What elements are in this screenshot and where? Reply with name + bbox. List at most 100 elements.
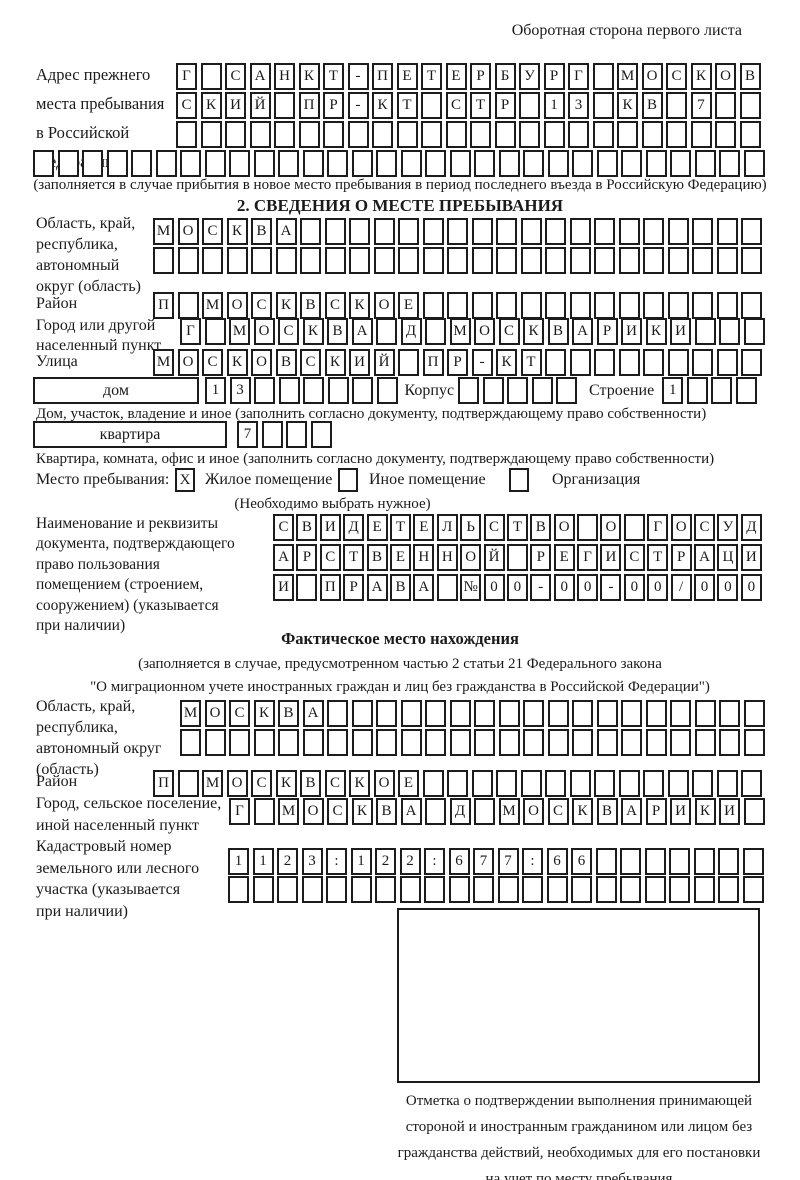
char-box[interactable]: И (670, 318, 691, 345)
char-box[interactable]: П (422, 349, 444, 376)
char-box[interactable] (522, 876, 543, 903)
char-box[interactable] (718, 848, 739, 875)
char-box[interactable] (618, 247, 640, 274)
char-box[interactable] (520, 247, 542, 274)
char-box[interactable]: 0 (717, 574, 739, 601)
char-box[interactable]: Р (494, 92, 516, 119)
char-box[interactable] (496, 247, 517, 274)
char-box[interactable]: Е (366, 514, 388, 541)
char-box[interactable]: № (460, 574, 482, 601)
char-box[interactable]: С (278, 318, 299, 345)
char-box[interactable] (667, 247, 689, 274)
char-box[interactable] (375, 876, 396, 903)
char-box[interactable]: К (694, 798, 716, 825)
stay-type-checkbox-residential[interactable]: X (175, 468, 195, 492)
char-box[interactable] (645, 700, 667, 727)
char-box[interactable] (326, 876, 347, 903)
char-box[interactable]: Д (400, 318, 422, 345)
char-box[interactable]: О (177, 218, 199, 245)
char-box[interactable]: : (326, 848, 347, 875)
char-box[interactable]: 1 (350, 848, 372, 875)
char-box[interactable]: М (617, 63, 638, 90)
char-box[interactable] (204, 318, 226, 345)
char-box[interactable]: А (621, 798, 642, 825)
char-box[interactable]: С (202, 349, 223, 376)
char-box[interactable]: И (319, 514, 341, 541)
char-box[interactable] (694, 318, 716, 345)
char-box[interactable] (497, 876, 519, 903)
char-box[interactable] (177, 770, 199, 797)
char-box[interactable]: В (376, 798, 397, 825)
char-box[interactable]: Т (323, 63, 344, 90)
char-box[interactable] (352, 377, 373, 404)
char-box[interactable]: Р (323, 92, 344, 119)
char-box[interactable]: И (740, 544, 762, 571)
char-box[interactable] (376, 318, 397, 345)
char-box[interactable] (670, 150, 691, 177)
char-box[interactable] (666, 92, 687, 119)
char-box[interactable] (741, 770, 762, 797)
char-box[interactable]: 2 (375, 848, 396, 875)
char-box[interactable] (572, 700, 593, 727)
char-box[interactable] (253, 729, 275, 756)
char-box[interactable] (572, 729, 593, 756)
char-box[interactable] (735, 377, 757, 404)
char-box[interactable] (617, 121, 638, 148)
char-box[interactable]: М (153, 349, 174, 376)
char-box[interactable] (471, 247, 493, 274)
char-box[interactable]: И (670, 798, 691, 825)
char-box[interactable] (494, 121, 516, 148)
char-box[interactable] (302, 729, 324, 756)
char-box[interactable] (523, 700, 544, 727)
char-box[interactable] (545, 218, 566, 245)
char-box[interactable]: С (694, 514, 716, 541)
char-box[interactable] (645, 150, 667, 177)
char-box[interactable] (644, 848, 666, 875)
char-box[interactable]: Р (645, 798, 667, 825)
char-box[interactable] (449, 729, 471, 756)
char-box[interactable]: С (273, 514, 294, 541)
char-box[interactable] (496, 292, 517, 319)
char-box[interactable] (741, 292, 762, 319)
char-box[interactable] (449, 700, 471, 727)
char-box[interactable]: К (200, 92, 222, 119)
char-box[interactable]: Р (543, 63, 565, 90)
char-box[interactable]: П (298, 92, 320, 119)
char-box[interactable]: Т (506, 514, 528, 541)
char-box[interactable]: Р (596, 318, 618, 345)
char-box[interactable]: / (670, 574, 692, 601)
char-box[interactable] (594, 247, 615, 274)
char-box[interactable]: К (645, 318, 667, 345)
char-box[interactable]: В (366, 544, 388, 571)
char-box[interactable] (692, 770, 713, 797)
char-box[interactable] (372, 121, 393, 148)
char-box[interactable]: 3 (229, 377, 251, 404)
char-box[interactable] (643, 247, 664, 274)
char-box[interactable] (645, 729, 667, 756)
char-box[interactable] (33, 150, 54, 177)
char-box[interactable] (349, 218, 370, 245)
char-box[interactable] (180, 150, 201, 177)
char-box[interactable]: С (324, 770, 346, 797)
char-box[interactable]: С (300, 349, 321, 376)
char-box[interactable] (496, 218, 517, 245)
char-box[interactable] (523, 729, 544, 756)
char-box[interactable] (278, 729, 299, 756)
char-box[interactable] (716, 218, 738, 245)
char-box[interactable] (400, 150, 422, 177)
char-box[interactable] (425, 729, 446, 756)
char-box[interactable] (351, 700, 373, 727)
char-box[interactable]: Д (343, 514, 365, 541)
char-box[interactable] (398, 349, 419, 376)
char-box[interactable]: С (547, 798, 569, 825)
char-box[interactable]: И (273, 574, 294, 601)
char-box[interactable] (594, 292, 615, 319)
char-box[interactable] (556, 377, 578, 404)
char-box[interactable] (228, 876, 249, 903)
char-box[interactable]: Т (343, 544, 365, 571)
char-box[interactable]: О (226, 770, 248, 797)
char-box[interactable] (719, 318, 740, 345)
char-box[interactable] (351, 150, 373, 177)
char-box[interactable]: 3 (301, 848, 323, 875)
char-box[interactable] (274, 92, 295, 119)
